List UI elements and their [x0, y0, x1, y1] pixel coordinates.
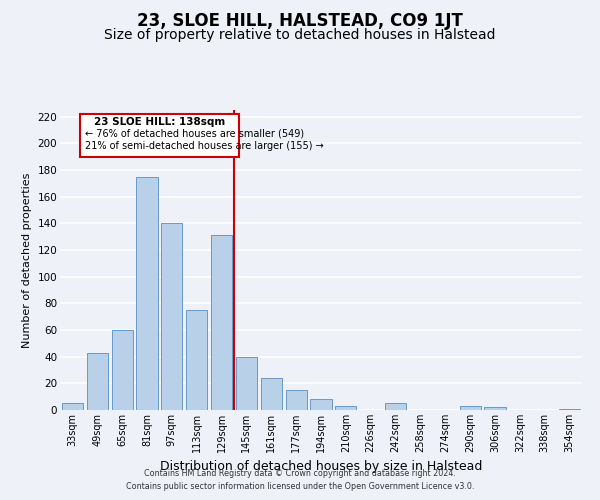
Bar [484, 408, 506, 410]
FancyBboxPatch shape [80, 114, 239, 156]
Text: Contains HM Land Registry data © Crown copyright and database right 2024.: Contains HM Land Registry data © Crown c… [144, 468, 456, 477]
Bar [87, 352, 108, 410]
Text: 23 SLOE HILL: 138sqm: 23 SLOE HILL: 138sqm [94, 117, 225, 127]
Bar [261, 378, 282, 410]
Bar [310, 400, 332, 410]
Bar [161, 224, 182, 410]
Bar [460, 406, 481, 410]
Text: Contains public sector information licensed under the Open Government Licence v3: Contains public sector information licen… [126, 482, 474, 491]
Bar [559, 408, 580, 410]
Bar [112, 330, 133, 410]
X-axis label: Distribution of detached houses by size in Halstead: Distribution of detached houses by size … [160, 460, 482, 473]
Bar [211, 236, 232, 410]
Bar [186, 310, 207, 410]
Bar [335, 406, 356, 410]
Text: 23, SLOE HILL, HALSTEAD, CO9 1JT: 23, SLOE HILL, HALSTEAD, CO9 1JT [137, 12, 463, 30]
Bar [236, 356, 257, 410]
Bar [62, 404, 83, 410]
Bar [385, 404, 406, 410]
Text: 21% of semi-detached houses are larger (155) →: 21% of semi-detached houses are larger (… [85, 141, 323, 151]
Bar [286, 390, 307, 410]
Text: Size of property relative to detached houses in Halstead: Size of property relative to detached ho… [104, 28, 496, 42]
Bar [136, 176, 158, 410]
Text: ← 76% of detached houses are smaller (549): ← 76% of detached houses are smaller (54… [85, 129, 304, 139]
Y-axis label: Number of detached properties: Number of detached properties [22, 172, 32, 348]
